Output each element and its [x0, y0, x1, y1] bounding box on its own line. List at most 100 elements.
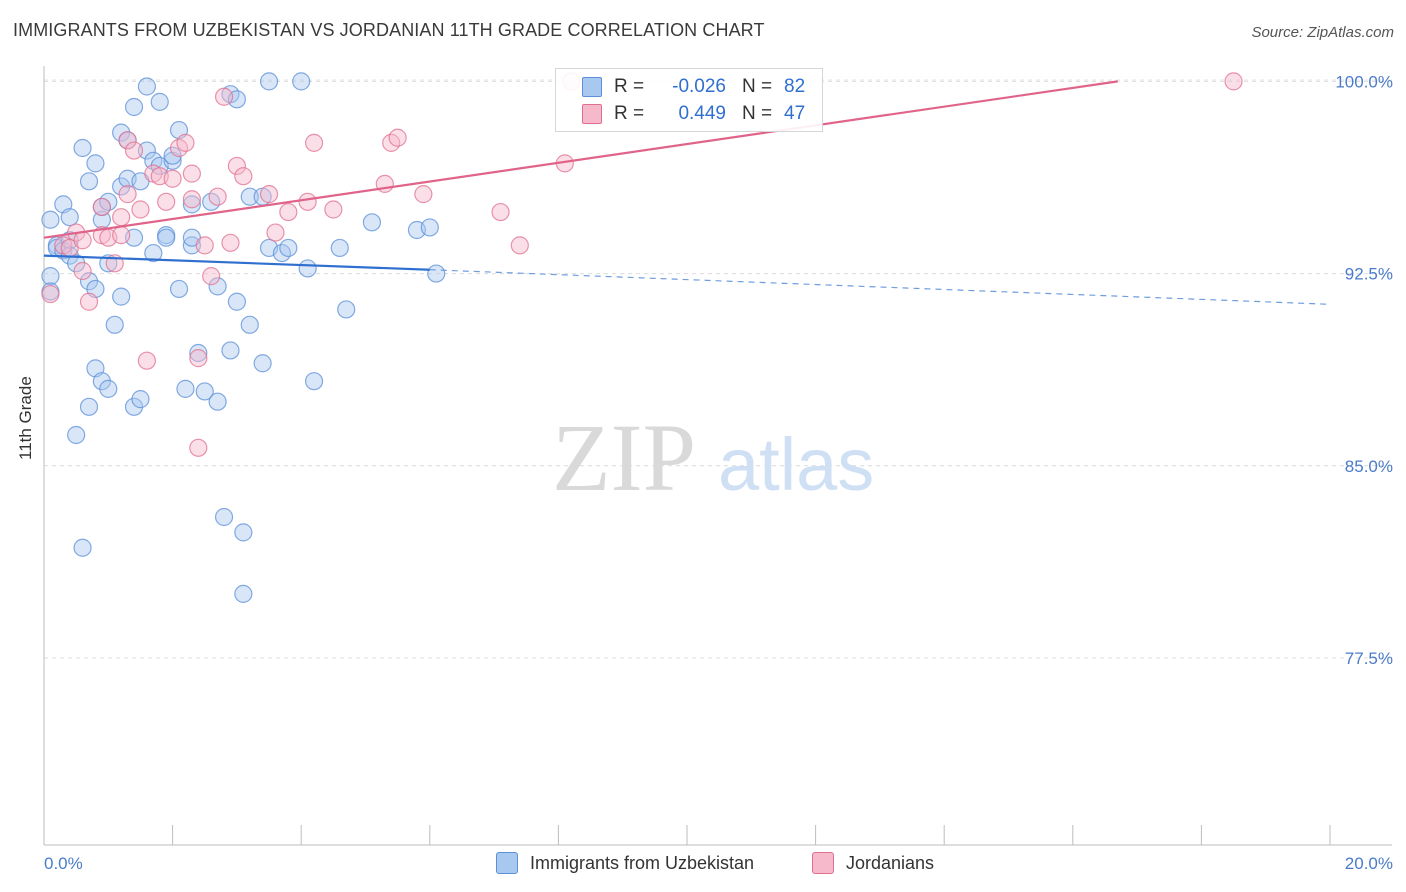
uzbekistan-point [292, 72, 311, 91]
jordanian-point [234, 167, 253, 186]
legend-label-uzbekistan: Immigrants from Uzbekistan [530, 852, 755, 873]
uzbekistan-point [330, 238, 349, 258]
uzbekistan-point [427, 264, 446, 283]
uzbekistan-point [86, 154, 105, 173]
uzbekistan-point [362, 213, 382, 232]
uzbekistan-point [60, 208, 79, 227]
uzbekistan-point [189, 343, 208, 363]
jordanian-point [182, 190, 201, 209]
jordanian-point [73, 231, 92, 250]
uzbekistan-point [221, 341, 240, 360]
jordanian-point [1224, 72, 1243, 91]
data-points [41, 72, 1243, 603]
uzbekistan-point [73, 538, 92, 557]
jordanian-point [182, 164, 201, 183]
legend-n-label: N = [742, 103, 773, 124]
uzbekistan-point [67, 425, 86, 445]
jordanian-point [324, 200, 343, 219]
jordanian-point [189, 438, 208, 457]
jordanian-point [266, 223, 285, 242]
uzbekistan-point [208, 277, 227, 296]
jordanian-point [92, 197, 111, 217]
uzbekistan-point [227, 292, 246, 311]
jordanian-point [202, 267, 221, 286]
jordanian-point [176, 133, 195, 152]
jordanian-point [79, 292, 99, 311]
x-tick-label: 20.0% [1345, 854, 1393, 873]
jordanian-point [208, 187, 227, 206]
uzbekistan-point [279, 238, 298, 258]
trend-lines [43, 80, 1331, 305]
jordanian-point [279, 202, 298, 222]
uzbekistan-point [214, 507, 234, 527]
y-tick-label: 100.0% [1335, 72, 1393, 91]
legend-n-value: 47 [784, 103, 806, 124]
uzbekistan-point [420, 218, 439, 237]
jordanian-point [124, 141, 144, 160]
jordanian-point [112, 208, 131, 227]
uzbekistan-point [79, 172, 99, 191]
legend-item-uzbekistan[interactable]: Immigrants from Uzbekistan [496, 852, 754, 874]
uzbekistan-point [182, 236, 201, 255]
uzbekistan-point [234, 584, 253, 603]
jordanian-trend-line [43, 80, 1118, 239]
y-tick-label: 85.0% [1345, 457, 1393, 476]
uzbekistan-point [169, 279, 189, 299]
jordanian-point [157, 192, 176, 211]
uzbekistan-point [105, 315, 124, 334]
jordanian-point [195, 236, 214, 255]
uzbekistan-point [157, 228, 176, 247]
uzbekistan-point [112, 287, 131, 306]
jordanian-point [298, 192, 317, 211]
bottom-legend: Immigrants from Uzbekistan Jordanians [0, 852, 1406, 876]
watermark-zip: ZIP [552, 404, 696, 511]
legend-item-jordanians[interactable]: Jordanians [812, 852, 934, 874]
jordanian-point [414, 185, 433, 204]
jordanian-point [112, 226, 131, 245]
watermark-atlas: atlas [718, 423, 874, 506]
jordanian-point [221, 233, 240, 252]
legend-r-label: R = [614, 76, 645, 97]
legend-swatch-jordanians [582, 104, 602, 124]
uzbekistan-point [182, 195, 201, 214]
uzbekistan-point [131, 390, 150, 409]
jordanian-point [259, 185, 279, 204]
uzbekistan-point [124, 97, 144, 117]
legend-n-value: 82 [784, 76, 806, 97]
uzbekistan-point [150, 92, 169, 111]
uzbekistan-point [240, 315, 259, 334]
jordanian-point [137, 351, 156, 370]
uzbekistan-point [137, 141, 156, 160]
jordanian-point [131, 200, 150, 219]
uzbekistan-point [259, 72, 279, 91]
legend-r-value: -0.026 [672, 76, 726, 97]
legend-n-label: N = [742, 76, 773, 97]
axes [43, 66, 1392, 846]
uzbekistan-point [144, 243, 163, 263]
grid-lines [44, 79, 1392, 659]
y-tick-label: 77.5% [1345, 649, 1393, 668]
jordanian-point [510, 236, 529, 255]
legend-r-value: 0.449 [678, 103, 726, 124]
legend-row-jordanians: R = 0.449 N = 47 [556, 101, 805, 127]
tick-labels: 100.0% 92.5% 85.0% 77.5% 0.0% 20.0% [44, 72, 1393, 873]
uzbekistan-point [176, 379, 195, 398]
legend-swatch-uzbekistan [496, 852, 518, 874]
uzbekistan-point [41, 267, 60, 286]
legend-swatch-jordanians [812, 852, 834, 874]
legend-row-uzbekistan: R = -0.026 N = 82 [556, 74, 805, 100]
uzbekistan-point [208, 392, 227, 411]
jordanian-point [118, 185, 137, 204]
uzbekistan-point [195, 382, 214, 401]
watermark: ZIP atlas [552, 404, 874, 511]
uzbekistan-trend-extension [429, 269, 1331, 305]
jordanian-point [41, 284, 60, 304]
jordanian-point [73, 261, 92, 281]
jordanian-point [118, 131, 137, 150]
uzbekistan-trend-line [43, 254, 430, 271]
uzbekistan-point [79, 397, 99, 416]
jordanian-point [227, 156, 246, 176]
jordanian-point [304, 133, 324, 152]
uzbekistan-point [253, 354, 272, 373]
